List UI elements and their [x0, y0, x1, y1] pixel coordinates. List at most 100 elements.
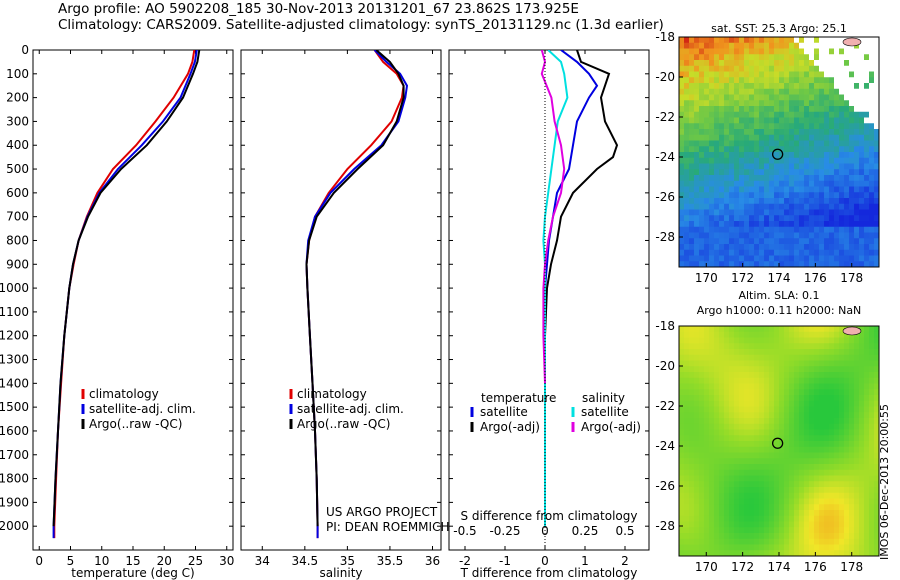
map-cell	[714, 203, 720, 211]
map-cell	[834, 106, 840, 113]
map-cell	[859, 42, 865, 50]
map-cell	[679, 458, 685, 465]
map-cell	[719, 452, 725, 459]
map-cell	[809, 71, 815, 78]
map-cell	[759, 54, 765, 61]
map-cell	[854, 198, 860, 205]
map-cell	[819, 244, 825, 251]
map-cell	[719, 533, 725, 540]
map-cell	[774, 429, 780, 436]
y-tick-label: 100	[6, 67, 29, 81]
map-cell	[714, 464, 720, 471]
map-cell	[739, 372, 745, 379]
map-cell	[714, 163, 720, 170]
map-cell	[684, 423, 690, 431]
map-cell	[804, 533, 810, 540]
map-cell	[799, 209, 805, 216]
map-cell	[714, 140, 720, 147]
map-cell	[819, 157, 825, 165]
map-cell	[814, 504, 820, 511]
map-cell	[689, 383, 695, 390]
map-cell	[694, 83, 700, 90]
map-cell	[829, 550, 835, 556]
map-cell	[694, 418, 700, 425]
map-cell	[874, 192, 879, 199]
map-cell	[764, 354, 770, 362]
map-cell	[874, 261, 879, 267]
map-cell	[839, 372, 845, 379]
map-cell	[719, 487, 725, 494]
map-cell	[869, 88, 875, 96]
map-cell	[789, 326, 795, 333]
map-cell	[694, 42, 700, 50]
map-cell	[839, 418, 845, 425]
map-cell	[869, 389, 875, 396]
map-cell	[804, 111, 810, 119]
map-cell	[849, 492, 855, 500]
map-cell	[704, 54, 710, 61]
map-cell	[744, 533, 750, 540]
map-cell	[799, 134, 805, 142]
map-cell	[819, 123, 825, 130]
map-cell	[829, 337, 835, 344]
map-cell	[689, 37, 695, 44]
map-cell	[834, 326, 840, 333]
map-cell	[739, 429, 745, 436]
map-cell	[684, 152, 690, 159]
map-cell	[734, 366, 740, 373]
argo-float-marker	[771, 437, 784, 449]
map-cell	[849, 395, 855, 402]
map-cell	[769, 550, 775, 556]
map-cell	[749, 244, 755, 251]
map-cell	[779, 71, 785, 78]
map-cell	[679, 423, 685, 431]
annotation-text: PI: DEAN ROEMMICH	[326, 520, 449, 534]
map-cell	[859, 372, 865, 379]
map-cell	[744, 343, 750, 350]
map-cell	[764, 117, 770, 124]
map-cell	[749, 464, 755, 471]
x-tick-label: 170	[695, 271, 718, 285]
map-cell	[754, 464, 760, 471]
map-cell	[859, 83, 865, 90]
map-cell	[764, 54, 770, 61]
map-cell	[744, 469, 750, 477]
map-cell	[864, 77, 870, 84]
x-tick-label: 1	[581, 554, 589, 568]
map-cell	[704, 238, 710, 245]
map-cell	[809, 175, 815, 182]
map-cell	[764, 429, 770, 436]
map-cell	[849, 354, 855, 362]
map-cell	[844, 111, 850, 119]
map-cell	[874, 441, 879, 448]
map-cell	[789, 475, 795, 482]
map-cell	[714, 498, 720, 505]
map-cell	[744, 452, 750, 459]
map-cell	[704, 60, 710, 67]
map-cell	[874, 481, 879, 488]
map-cell	[719, 464, 725, 471]
map-cell	[704, 481, 710, 488]
map-cell	[824, 83, 830, 90]
map-cell	[874, 498, 879, 505]
map-cell	[709, 140, 715, 147]
map-cell	[824, 354, 830, 362]
map-cell	[794, 255, 800, 262]
map-cell	[819, 94, 825, 101]
map-cell	[834, 60, 840, 67]
map-cell	[689, 349, 695, 356]
map-cell	[834, 238, 840, 245]
map-cell	[804, 487, 810, 494]
map-cell	[749, 406, 755, 413]
map-cell	[689, 527, 695, 534]
map-cell	[704, 360, 710, 367]
map-cell	[849, 521, 855, 528]
map-cell	[799, 232, 805, 239]
map-cell	[694, 533, 700, 540]
map-cell	[859, 435, 865, 442]
map-cell	[784, 198, 790, 205]
map-cell	[774, 88, 780, 96]
map-cell	[819, 349, 825, 356]
map-cell	[779, 94, 785, 101]
map-cell	[734, 446, 740, 454]
